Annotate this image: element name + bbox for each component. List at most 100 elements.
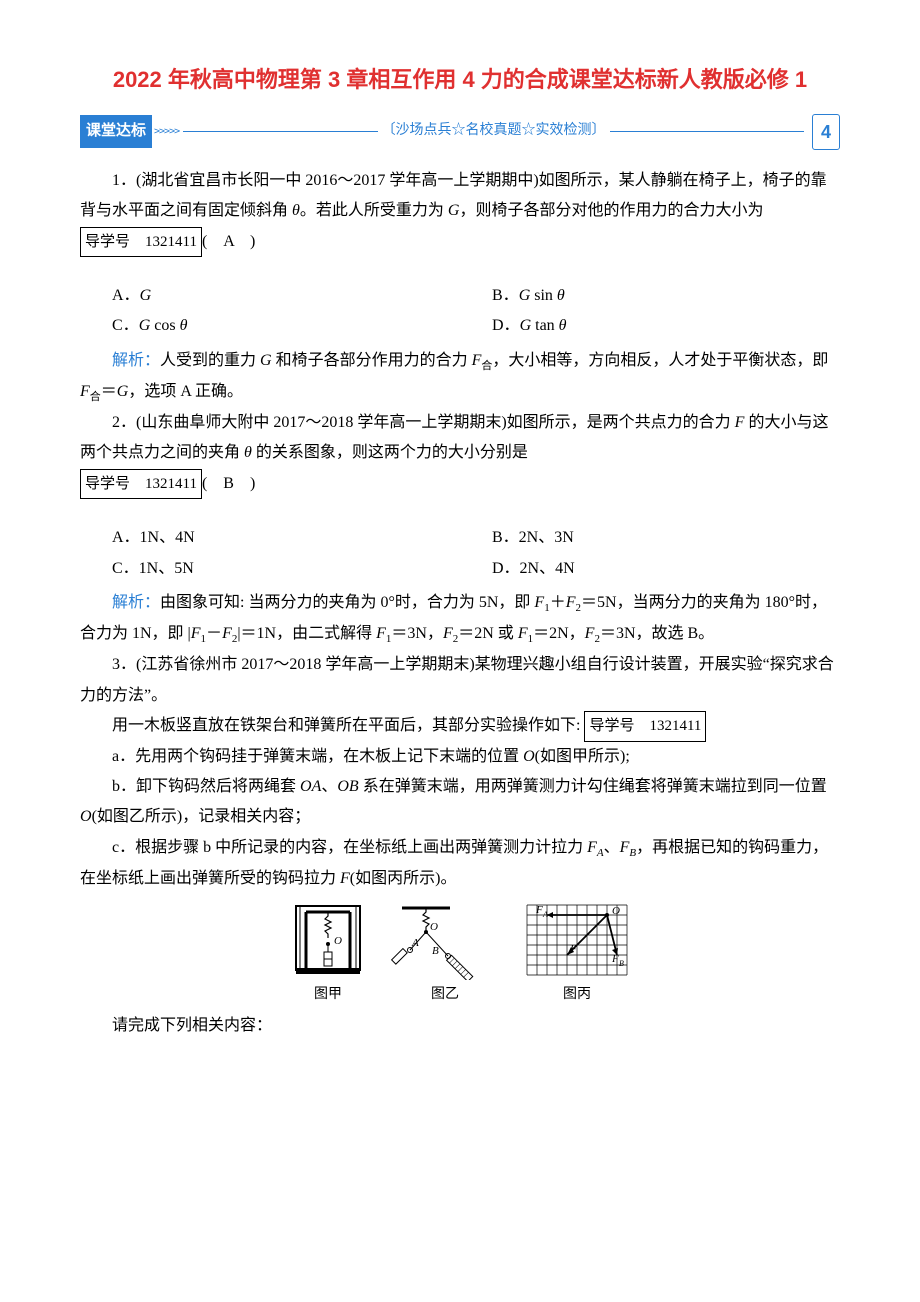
q1-eq-G: G	[117, 383, 129, 400]
q2-option-c: C．1N、5N	[80, 554, 460, 584]
q3a-1: a．先用两个钩码挂于弹簧末端，在木板上记下末端的位置	[112, 748, 523, 765]
q2-study-tag: 导学号 1321411	[80, 469, 202, 500]
fig-yi-A: A	[411, 937, 419, 949]
fig-yi-O: O	[430, 921, 438, 933]
q2-abs: |＝1N	[237, 625, 276, 642]
q1-option-b: B．G sin θ	[460, 281, 840, 311]
fig-jia-caption: 图甲	[314, 982, 342, 1009]
q2-r2b: ＝3N，故选 B。	[600, 625, 714, 642]
q1c-label: C．	[112, 317, 139, 334]
q2-r1b: ＝2N 或	[458, 625, 518, 642]
fig-bing-svg: O F A F F B	[522, 900, 632, 980]
q3-final: 请完成下列相关内容：	[80, 1011, 840, 1041]
q3c-dun: 、	[604, 839, 620, 856]
q1-text-b: 。若此人所受重力为	[300, 202, 448, 219]
q2-ana-c: ，由二式解得	[276, 625, 376, 642]
q2-r1a: ＝3N，	[391, 625, 443, 642]
q1-eq-he: 合	[90, 391, 101, 403]
q1-G: G	[448, 202, 460, 219]
q2-text-c: 的关系图象，则这两个力的大小分别是	[252, 444, 528, 461]
q2-r-F2: F	[443, 625, 453, 642]
q1-options: A．G B．G sin θ C．G cos θ D．G tan θ	[80, 281, 840, 342]
q1b-label: B．	[492, 287, 519, 304]
fig-bing-caption: 图丙	[563, 982, 591, 1009]
fig-yi-B: B	[432, 945, 439, 957]
fig-bing-FB: F	[611, 953, 619, 965]
q2-option-b: B．2N、3N	[460, 523, 840, 553]
q3-stem-b-text: 用一木板竖直放在铁架台和弹簧所在平面后，其部分实验操作如下:	[112, 717, 584, 734]
q3-stem-b: 用一木板竖直放在铁架台和弹簧所在平面后，其部分实验操作如下: 导学号 13214…	[80, 711, 840, 742]
q3-step-b: b．卸下钩码然后将两绳套 OA、OB 系在弹簧末端，用两弹簧测力计勾住绳套将弹簧…	[80, 772, 840, 833]
q2-minus: －	[206, 625, 222, 642]
q3b-2: 系在弹簧末端，用两弹簧测力计勾住绳套将弹簧末端拉到同一位置	[359, 778, 827, 795]
q1-ana-F: F	[472, 352, 482, 369]
q2-analysis: 解析：由图象可知: 当两分力的夹角为 0°时，合力为 5N，即 F1＋F2＝5N…	[80, 588, 840, 650]
banner-line-right	[610, 131, 804, 132]
q3c-1: c．根据步骤 b 中所记录的内容，在坐标纸上画出两弹簧测力计拉力	[112, 839, 587, 856]
q2-ana-a: 由图象可知: 当两分力的夹角为 0°时，合力为 5N，即	[160, 594, 534, 611]
spacer	[80, 499, 840, 519]
q1-ana-b: 和椅子各部分作用力的合力	[272, 352, 472, 369]
q2-r2a: ＝2N，	[533, 625, 585, 642]
q2-option-a: A．1N、4N	[80, 523, 460, 553]
q3b-dun: 、	[321, 778, 337, 795]
q1-eq-b: ，选项 A 正确。	[128, 383, 243, 400]
q2-option-d: D．2N、4N	[460, 554, 840, 584]
q2-r2-F2: F	[585, 625, 595, 642]
q3c-FA: F	[587, 839, 597, 856]
q1-option-a: A．G	[80, 281, 460, 311]
q1d-th: θ	[559, 317, 567, 334]
q1-ana-a: 人受到的重力	[160, 352, 260, 369]
banner-number: 4	[812, 114, 840, 150]
q1-option-d: D．G tan θ	[460, 311, 840, 341]
banner-line-left	[183, 131, 377, 132]
banner-chevrons: >>>>>	[154, 122, 179, 141]
fig-bing: O F A F F B 图丙	[522, 900, 632, 1009]
q1a-label: A．	[112, 287, 140, 304]
q2-stem: 2．(山东曲阜师大附中 2017～2018 学年高一上学期期末)如图所示，是两个…	[80, 408, 840, 499]
q2-text-a: 2．(山东曲阜师大附中 2017～2018 学年高一上学期期末)如图所示，是两个…	[112, 414, 735, 431]
spacer	[80, 257, 840, 277]
fig-jia: O 图甲	[288, 900, 368, 1009]
q1-study-tag: 导学号 1321411	[80, 227, 202, 258]
fig-bing-FB-sub: B	[619, 959, 624, 968]
q1-eq-a: ＝	[101, 383, 117, 400]
banner-label: 课堂达标	[80, 115, 152, 148]
q2-F2: F	[566, 594, 576, 611]
q2-r2-F1: F	[518, 625, 528, 642]
q2-plus: ＋	[550, 594, 566, 611]
q1d-fn: tan	[531, 317, 559, 334]
q1d-g: G	[520, 317, 532, 334]
fig-yi-caption: 图乙	[431, 982, 459, 1009]
q1b-th: θ	[557, 287, 565, 304]
q1-eq-F: F	[80, 383, 90, 400]
figures-row: O 图甲 O A B	[80, 900, 840, 1009]
fig-bing-FA: F	[535, 904, 543, 916]
fig-yi: O A B	[390, 900, 500, 1009]
fig-bing-FA-sub: A	[542, 910, 548, 919]
q1-ana-c: ，大小相等，方向相反，人才处于平衡状态，即	[492, 352, 828, 369]
q2-r-F1: F	[376, 625, 386, 642]
q2-F: F	[735, 414, 745, 431]
q2-theta: θ	[244, 444, 252, 461]
fig-jia-O: O	[334, 935, 342, 947]
q1-answer: ( A )	[202, 233, 255, 250]
analysis-label: 解析：	[112, 594, 160, 611]
q1-theta: θ	[292, 202, 300, 219]
q2-options: A．1N、4N B．2N、3N C．1N、5N D．2N、4N	[80, 523, 840, 584]
q1c-fn: cos	[150, 317, 179, 334]
q1-text-c: ，则椅子各部分对他的作用力的合力大小为	[459, 202, 763, 219]
q1-stem: 1．(湖北省宜昌市长阳一中 2016～2017 学年高一上学期期中)如图所示，某…	[80, 166, 840, 257]
q3c-F: F	[340, 870, 350, 887]
q1-ana-G: G	[260, 352, 272, 369]
q3a-2: (如图甲所示);	[535, 748, 630, 765]
q1b-g: G	[519, 287, 531, 304]
fig-jia-svg: O	[288, 900, 368, 980]
fig-yi-svg: O A B	[390, 900, 500, 980]
q3-stem-a: 3．(江苏省徐州市 2017～2018 学年高一上学期期末)某物理兴趣小组自行设…	[80, 650, 840, 711]
q2-F1b: F	[191, 625, 201, 642]
q1b-fn: sin	[530, 287, 557, 304]
section-banner: 课堂达标 >>>>> 〔沙场点兵☆名校真题☆实效检测〕 4	[80, 114, 840, 150]
q3b-1: b．卸下钩码然后将两绳套	[112, 778, 300, 795]
q3-step-a: a．先用两个钩码挂于弹簧末端，在木板上记下末端的位置 O(如图甲所示);	[80, 742, 840, 772]
